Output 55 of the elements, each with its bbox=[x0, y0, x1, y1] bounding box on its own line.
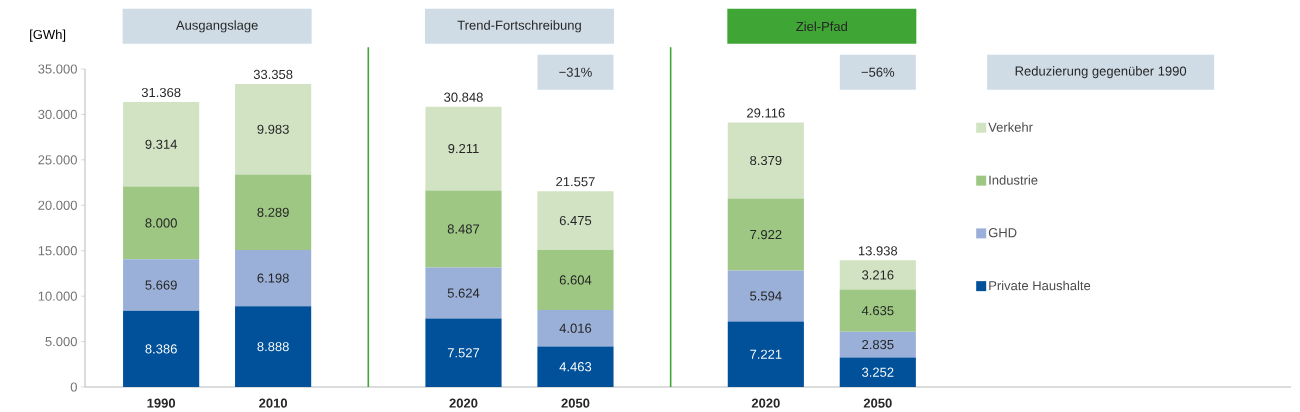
data-label: 8.000 bbox=[145, 218, 177, 228]
data-label: 9.983 bbox=[257, 124, 289, 134]
text: Trend-Fortschreibung bbox=[457, 20, 581, 33]
data-label: 2.835 bbox=[862, 339, 894, 350]
legend-label: Verkehr bbox=[988, 122, 1033, 132]
data-label: 8.487 bbox=[447, 224, 480, 234]
x-tick-label: 2020 bbox=[751, 398, 780, 408]
legend-label: GHD bbox=[988, 228, 1017, 238]
data-label: 7.527 bbox=[447, 348, 480, 358]
data-label: 8.379 bbox=[750, 155, 782, 166]
y-tick-label: 15.000 bbox=[38, 246, 77, 256]
total-label: 31.368 bbox=[141, 87, 181, 98]
data-label: 4.635 bbox=[861, 306, 894, 316]
data-label: 8.386 bbox=[145, 344, 177, 354]
y-tick-label: 0 bbox=[70, 382, 77, 392]
y-tick-label: 10.000 bbox=[38, 291, 77, 301]
y-tick-label: 35.000 bbox=[38, 64, 77, 74]
data-label: 6.604 bbox=[559, 275, 592, 285]
y-tick-label: 5.000 bbox=[45, 336, 77, 347]
text: Ziel-Pfad bbox=[796, 21, 847, 32]
annotation: −31% bbox=[559, 67, 592, 77]
text: Reduzierung gegenüber 1990 bbox=[1015, 66, 1187, 79]
y-tick-label: 20.000 bbox=[38, 200, 77, 210]
total-label: 33.358 bbox=[253, 69, 293, 80]
data-label: 8.888 bbox=[257, 342, 289, 352]
y-axis-title: [GWh] bbox=[30, 29, 66, 42]
x-tick-label: 1990 bbox=[147, 398, 176, 408]
data-label: 5.594 bbox=[750, 291, 782, 301]
x-tick-label: 2050 bbox=[561, 398, 590, 408]
data-label: 3.216 bbox=[862, 270, 894, 280]
legend-label: Private Haushalte bbox=[989, 280, 1091, 291]
data-label: 5.669 bbox=[145, 280, 177, 290]
data-label: 4.016 bbox=[559, 323, 592, 333]
legend-label: Industrie bbox=[989, 175, 1038, 185]
data-label: 9.314 bbox=[145, 139, 178, 149]
data-label: 6.475 bbox=[559, 215, 592, 226]
x-tick-label: 2010 bbox=[259, 398, 288, 408]
total-label: 13.938 bbox=[858, 246, 898, 256]
data-label: 7.922 bbox=[750, 229, 782, 240]
x-tick-label: 2050 bbox=[863, 398, 892, 408]
y-tick-label: 25.000 bbox=[38, 155, 77, 165]
data-label: 3.252 bbox=[862, 367, 894, 377]
y-tick-label: 30.000 bbox=[38, 109, 77, 120]
data-label: 7.221 bbox=[750, 349, 782, 359]
annotation: −56% bbox=[861, 67, 895, 77]
text: Ausgangslage bbox=[175, 20, 258, 33]
x-tick-label: 2020 bbox=[449, 398, 478, 408]
data-label: 8.289 bbox=[257, 207, 289, 217]
data-label: 4.463 bbox=[559, 362, 592, 372]
total-label: 21.557 bbox=[556, 177, 595, 187]
total-label: 29.116 bbox=[747, 108, 785, 118]
data-label: 5.624 bbox=[447, 288, 480, 298]
data-label: 6.198 bbox=[257, 273, 289, 283]
data-label: 9.211 bbox=[448, 143, 479, 154]
total-label: 30.848 bbox=[444, 92, 483, 102]
